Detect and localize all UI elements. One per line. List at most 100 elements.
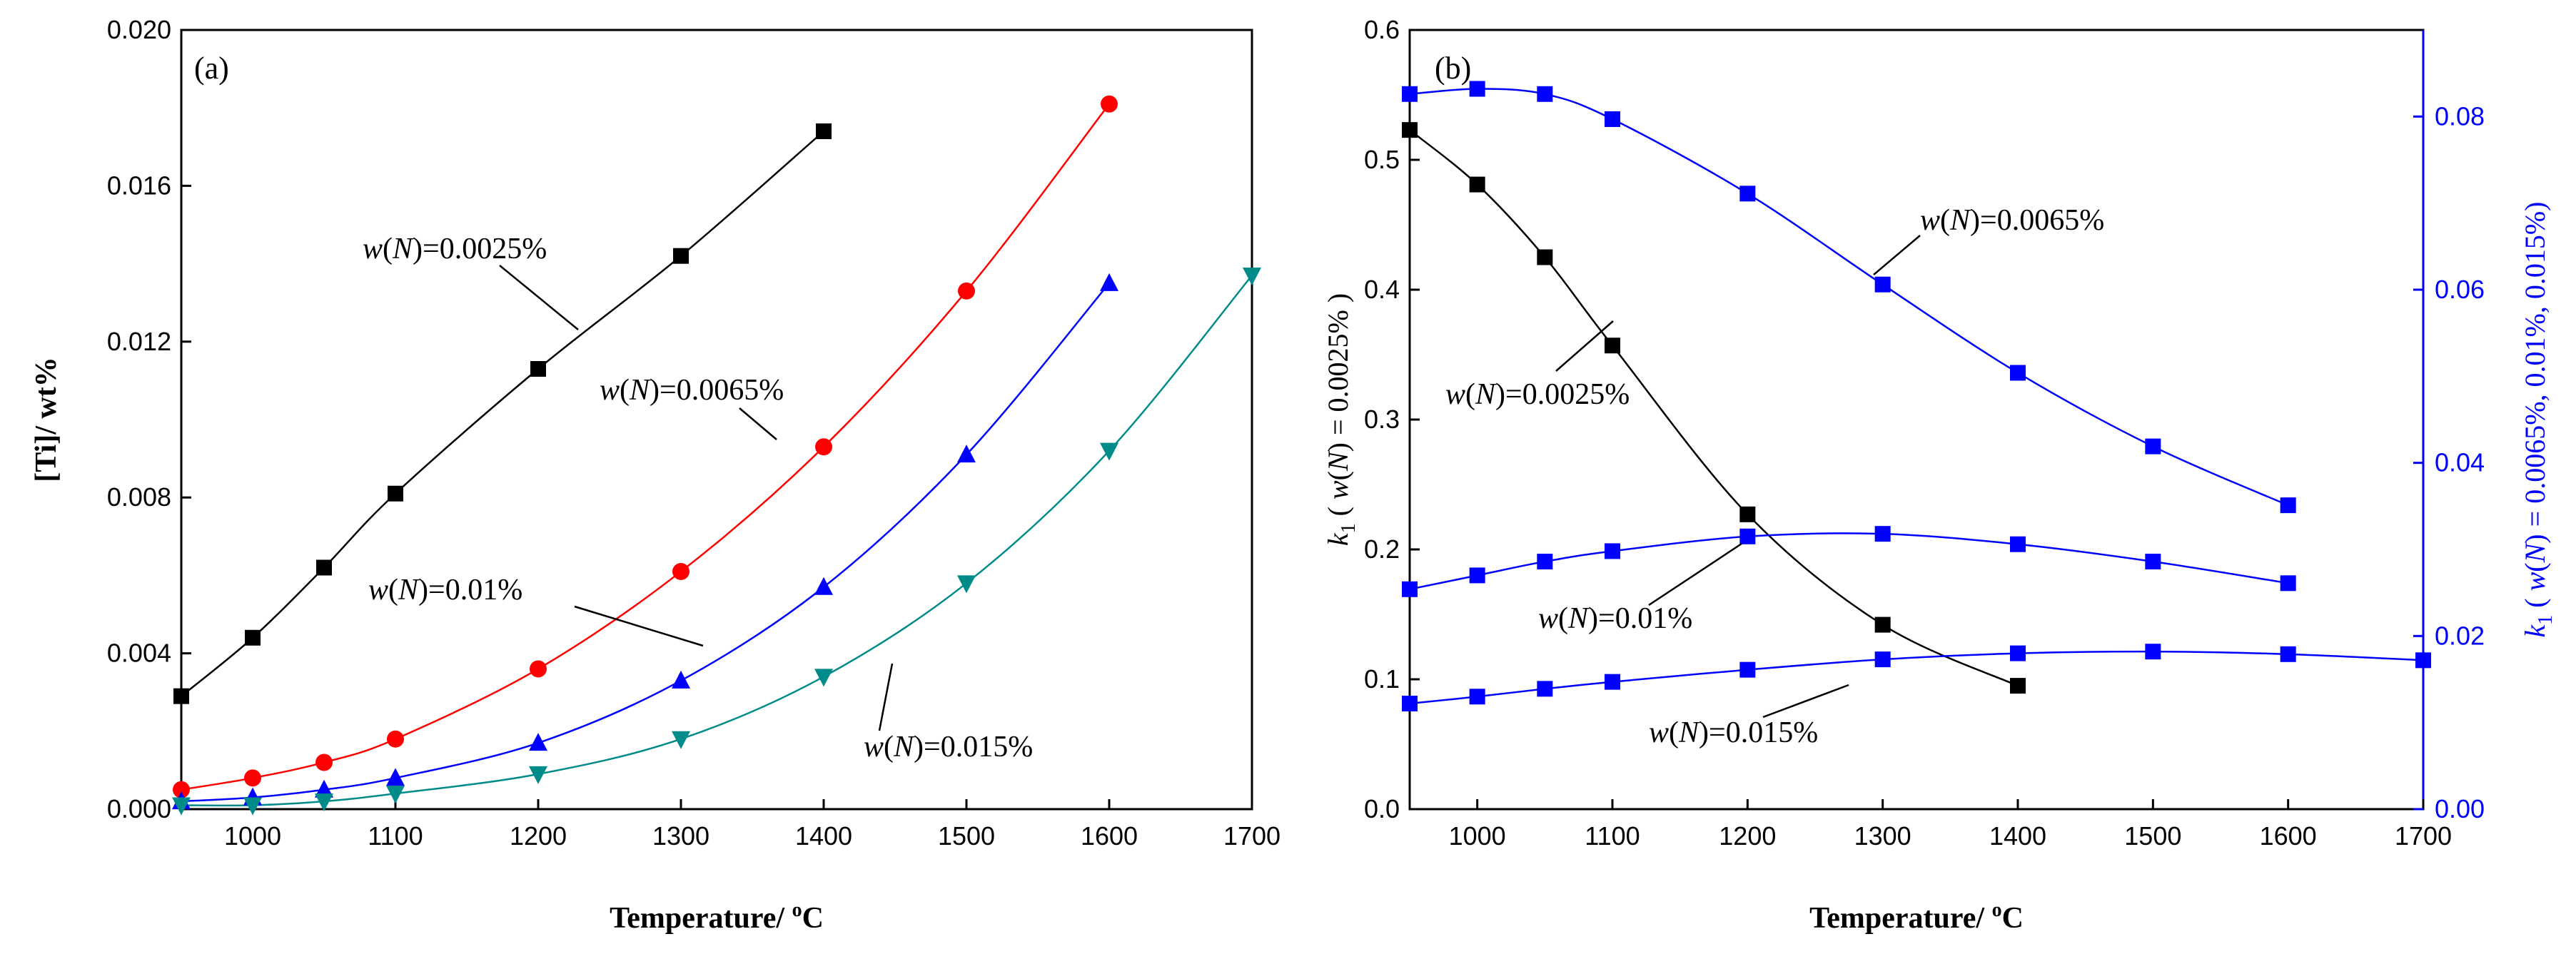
panel-b-series-3-point	[1605, 674, 1620, 690]
panel-a-series-0-point	[673, 248, 689, 264]
panel-a-series-3-point	[529, 766, 547, 784]
panel-b-chart: 1000 1100 1200 1300 1400 1500 1600 1700 0.0 0.1 0.…	[1322, 15, 2557, 935]
panel-b-right-y-tick-label: 0.06	[2435, 275, 2485, 304]
panel-b-x-tick-label: 1200	[1719, 821, 1776, 851]
panel-b-annotation-0015: w(N)=0.015%	[1649, 716, 1818, 749]
panel-a-series-3-point	[386, 786, 405, 804]
panel-b-series-3-point	[1537, 681, 1553, 697]
panel-b-series-3-point	[1402, 695, 1418, 711]
panel-b-x-tick-label: 1100	[1585, 821, 1640, 851]
panel-a-x-tick-label: 1100	[368, 821, 423, 851]
panel-b-x-tick-label: 1300	[1854, 821, 1911, 851]
panel-b-series-line-3	[1409, 650, 2424, 705]
panel-b-series-0-point	[1739, 506, 1756, 522]
panel-b-series-line-1	[1409, 88, 2289, 507]
panel-b-right-y-tick-label: 0.00	[2435, 794, 2485, 823]
panel-b-series-1-point	[2280, 497, 2296, 514]
panel-a-series-0-point	[245, 629, 261, 646]
panel-a-series-1-point	[387, 730, 404, 748]
panel-b-x-axis-title: Temperature/ oC	[1809, 899, 2024, 935]
panel-b-series-0-point	[1874, 616, 1891, 633]
panel-a-series-line-1	[181, 103, 1110, 791]
panel-a-series-2-point	[814, 577, 833, 595]
panel-b-right-y-tick-label: 0.04	[2435, 448, 2485, 477]
panel-a-annotation-leader	[574, 605, 704, 647]
panel-b-plot-frame	[1408, 29, 2425, 811]
panel-a-series-1-point	[815, 438, 832, 456]
panel-a-series-line-2	[181, 283, 1110, 803]
panel-a-y-tick-label: 0.000	[107, 794, 171, 823]
panel-a-series-3-point	[957, 575, 976, 594]
panel-a-series-1-point	[530, 660, 547, 678]
panel-b-series-1-point	[1402, 86, 1418, 102]
panel-a-series-2-point	[529, 733, 547, 751]
panel-a-x-tick-label: 1500	[938, 821, 995, 851]
panel-b-series-1-point	[2010, 365, 2026, 381]
panel-a-series-3-point	[172, 797, 191, 816]
panel-a-x-axis-title: Temperature/ oC	[610, 899, 824, 935]
panel-b-x-tick-label: 1700	[2395, 821, 2452, 851]
panel-b-series-3-point	[1469, 689, 1485, 705]
panel-b-x-tick-label: 1600	[2260, 821, 2317, 851]
panel-a-series-1-point	[244, 769, 261, 787]
panel-a-y-axis-title: [Ti]/ wt%	[30, 357, 63, 482]
panel-b-series-2-point	[2010, 536, 2026, 552]
panel-b-x-tick-label: 1400	[1989, 821, 2046, 851]
panel-b-series-2-point	[1739, 528, 1756, 544]
panel-a-y-tick-label: 0.012	[107, 327, 171, 356]
panel-b-series-0-point	[1537, 249, 1553, 265]
panel-a-series-3-point	[315, 793, 333, 812]
panel-a-series-3-point	[1100, 442, 1118, 461]
panel-b-left-y-tick-label: 0.6	[1364, 15, 1400, 44]
panel-a-y-tick-label: 0.008	[107, 482, 171, 512]
panel-b-x-tick-label: 1000	[1449, 821, 1506, 851]
panel-b-label: (b)	[1435, 51, 1471, 86]
panel-b-series-2-point	[2280, 575, 2296, 592]
panel-b-series-1-point	[1469, 81, 1485, 97]
panel-b-series-2-point	[1402, 581, 1418, 597]
panel-b-annotation-leader	[1648, 542, 1742, 607]
panel-a-series-2-point	[672, 670, 690, 689]
panel-b-left-y-tick-label: 0.0	[1364, 794, 1400, 823]
panel-a-plot-frame	[180, 29, 1253, 811]
panel-a-series-0-point	[816, 123, 832, 139]
panel-b-annotation-001: w(N)=0.01%	[1538, 602, 1692, 635]
panel-b-series-2-point	[2145, 553, 2161, 569]
panel-b-series-3-point	[1739, 661, 1756, 678]
panel-a-series-1-point	[1101, 95, 1118, 113]
panel-b-series-2-point	[1469, 567, 1485, 584]
panel-b-series-3-point	[2010, 645, 2026, 661]
panel-a-series-1-point	[315, 753, 333, 771]
panel-b-left-y-tick-label: 0.5	[1364, 145, 1400, 174]
panel-a-series-0-point	[316, 559, 332, 576]
panel-b-series-0-point	[1469, 176, 1485, 193]
panel-a-series-2-point	[957, 445, 976, 463]
panel-b-left-y-axis-title: k1 ( w(N) = 0.0025% )	[1322, 293, 1360, 546]
panel-b-series-line-2	[1409, 532, 2288, 591]
panel-a-x-tick-label: 1600	[1081, 821, 1138, 851]
panel-b-left-y-tick-label: 0.2	[1364, 534, 1400, 564]
panel-b-series-3-point	[2280, 646, 2296, 662]
panel-a-x-tick-label: 1400	[795, 821, 852, 851]
panel-a-series-3-point	[1243, 267, 1261, 285]
panel-a-y-tick-label: 0.004	[107, 639, 171, 668]
panel-b-left-y-tick-label: 0.4	[1364, 275, 1400, 304]
panel-b-series-2-point	[1605, 543, 1620, 559]
panel-b-series-2-point	[1537, 553, 1553, 569]
panel-b-annotation-0065: w(N)=0.0065%	[1920, 204, 2104, 237]
panel-a-series-1-point	[173, 781, 190, 798]
panel-b-series-0-point	[2010, 678, 2026, 694]
panel-b-series-1-point	[1605, 111, 1620, 127]
panel-a-annotation-0025: w(N)=0.0025%	[363, 233, 547, 265]
panel-a-series-line-0	[181, 131, 824, 697]
panel-b-left-y-tick-label: 0.1	[1364, 664, 1400, 694]
panel-a-chart: 1000 1100 1200 1300 1400 1500 1600 1700 0.000 0.0…	[30, 15, 1281, 935]
panel-b-annotation-leader	[1555, 320, 1614, 372]
panel-a-annotation-leader	[739, 407, 777, 440]
panel-a-series-3-point	[672, 731, 690, 749]
panel-a-series-0-point	[530, 361, 546, 377]
panel-b-annotation-leader	[1873, 235, 1921, 275]
panel-a-y-tick-label: 0.016	[107, 171, 171, 200]
panel-b-series-0-point	[1605, 338, 1620, 354]
